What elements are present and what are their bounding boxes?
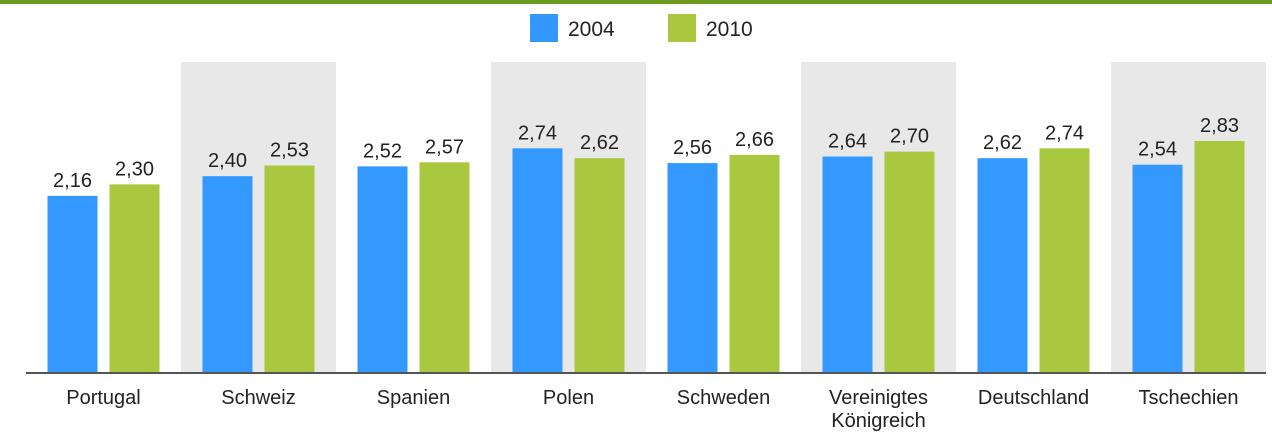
category-label: Schweden [677,387,770,409]
value-label-2010: 2,53 [270,140,309,162]
category-label: Schweiz [221,387,295,409]
bar-2004 [667,163,718,373]
category-label: Königreich [831,410,926,432]
bar-2010 [264,165,315,373]
bar-2010 [109,184,160,373]
value-label-2004: 2,16 [53,170,92,192]
value-label-2010: 2,30 [115,158,154,180]
bar-2010 [729,154,780,373]
category-label: Vereinigtes [829,387,928,409]
bar-2004 [47,195,98,373]
bar-2010 [884,151,935,373]
legend-swatch-2010 [668,14,696,42]
value-label-2004: 2,62 [983,132,1022,154]
category-label: Spanien [377,387,450,409]
category-label: Polen [543,387,594,409]
value-label-2004: 2,74 [518,122,557,144]
value-label-2010: 2,66 [735,129,774,151]
legend-label-2004: 2004 [568,18,615,41]
bar-2004 [1132,164,1183,373]
bar-2004 [357,166,408,373]
value-label-2004: 2,54 [1138,139,1177,161]
legend-label-2010: 2010 [706,18,753,41]
value-label-2004: 2,40 [208,150,247,172]
category-label: Tschechien [1138,387,1238,409]
value-label-2010: 2,70 [890,126,929,148]
legend-swatch-2004 [530,14,558,42]
value-label-2004: 2,64 [828,131,867,153]
value-label-2010: 2,62 [580,132,619,154]
category-label: Deutschland [978,387,1089,409]
bar-2004 [822,156,873,373]
top-frame-line [0,0,1272,4]
bar-2010 [574,158,625,373]
category-label: Portugal [66,387,141,409]
value-label-2010: 2,83 [1200,115,1239,137]
value-label-2010: 2,74 [1045,122,1084,144]
value-label-2004: 2,56 [673,137,712,159]
bar-2010 [1194,140,1245,373]
bar-2004 [977,158,1028,373]
bar-2004 [202,176,253,373]
value-label-2010: 2,57 [425,136,464,158]
bar-2010 [1039,148,1090,373]
value-label-2004: 2,52 [363,140,402,162]
bar-2010 [419,162,470,373]
bar-2004 [512,148,563,373]
